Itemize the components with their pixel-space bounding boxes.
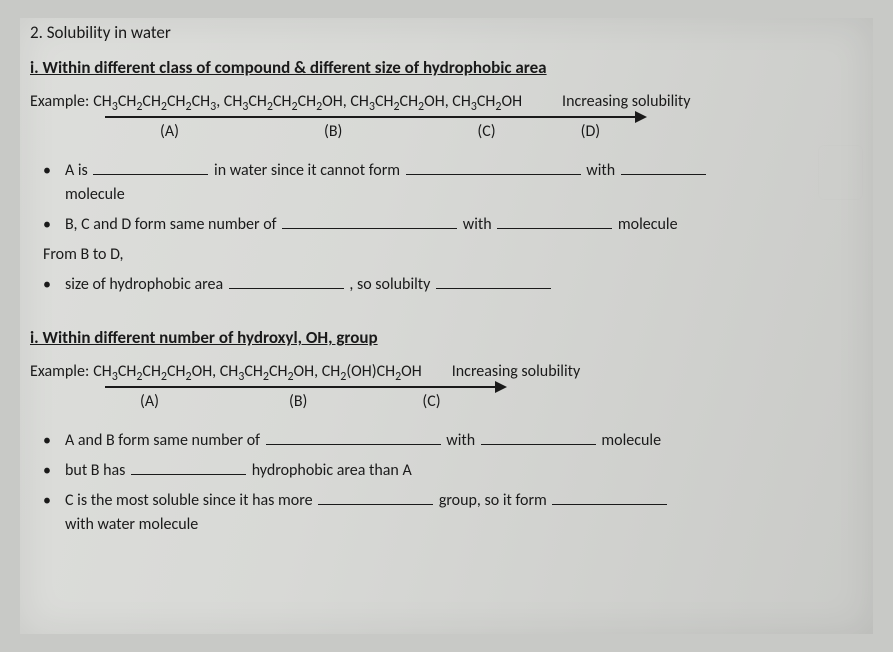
text: with [586,161,619,180]
compound-a: CH3CH2CH2CH2CH3, CH3CH2CH2CH2OH, CH3CH2C… [93,92,522,114]
text: size of hydrophobic area [65,275,227,294]
text: A is [65,161,91,180]
arrow-row-1 [30,116,863,118]
text: From B to D, [43,245,124,264]
example-label: Example: [30,362,89,381]
text: but B has [65,461,129,480]
section1-example: Example: CH3CH2CH2CH2CH3, CH3CH2CH2CH2OH… [30,92,863,114]
bullet-1: A is in water since it cannot form with … [65,159,863,207]
label-c: (C) [477,122,495,141]
text: hydrophobic area than A [252,461,412,480]
blank-input[interactable] [93,159,208,175]
blank-input[interactable] [266,429,441,445]
blank-input[interactable] [436,273,551,289]
text: group, so it form [439,491,551,510]
text: A and B form same number of [65,431,264,450]
blank-input[interactable] [481,429,596,445]
text: molecule [618,215,678,234]
section2-example: Example: CH3CH2CH2CH2OH, CH3CH2CH2OH, CH… [30,362,863,384]
section1-bullets: A is in water since it cannot form with … [30,159,863,297]
label-b: (B) [324,122,342,141]
example-label: Example: [30,92,89,111]
text: C is the most soluble since it has more [65,491,316,510]
blank-input[interactable] [131,459,246,475]
blank-input[interactable] [406,159,581,175]
blank-input[interactable] [552,489,667,505]
arrow-row-2 [30,386,863,388]
label-d: (D) [581,122,601,141]
blank-input[interactable] [282,213,457,229]
section2-title: i. Within different number of hydroxyl, … [30,327,863,348]
bullet-2: but B has hydrophobic area than A [65,459,863,483]
label-a2: (A) [140,392,159,411]
label-a: (A) [160,122,179,141]
text: in water since it cannot form [214,161,404,180]
question-number: 2. Solubility in water [30,22,863,43]
section2-labels: (A) (B) (C) [30,392,863,411]
text: with water molecule [65,515,198,534]
bullet-3: C is the most soluble since it has more … [65,489,863,537]
text: molecule [601,431,661,450]
text: , so solubilty [349,275,434,294]
blank-input[interactable] [229,273,344,289]
bullet-2: B, C and D form same number of with mole… [65,213,863,237]
blank-input[interactable] [318,489,433,505]
increasing-label-2: Increasing solubility [452,362,580,381]
text: with [463,215,496,234]
paper-edge [818,145,863,200]
section2-bullets: A and B form same number of with molecul… [30,429,863,537]
section1-labels: (A) (B) (C) (D) [30,122,863,141]
arrow-icon [105,116,645,118]
blank-input[interactable] [497,213,612,229]
section1-title: i. Within different class of compound & … [30,57,863,78]
bullet-3: size of hydrophobic area , so solubilty [65,273,863,297]
bullet-1: A and B form same number of with molecul… [65,429,863,453]
label-c2: (C) [422,392,440,411]
label-b2: (B) [289,392,307,411]
blank-input[interactable] [621,159,706,175]
continuation-line: From B to D, [43,243,863,267]
arrow-icon [105,386,505,388]
text: with [446,431,479,450]
increasing-label-1: Increasing solubility [562,92,690,111]
text: molecule [65,185,125,204]
compounds-2: CH3CH2CH2CH2OH, CH3CH2CH2OH, CH2(OH)CH2O… [93,362,422,384]
worksheet-page: 2. Solubility in water i. Within differe… [20,18,873,634]
text: B, C and D form same number of [65,215,280,234]
